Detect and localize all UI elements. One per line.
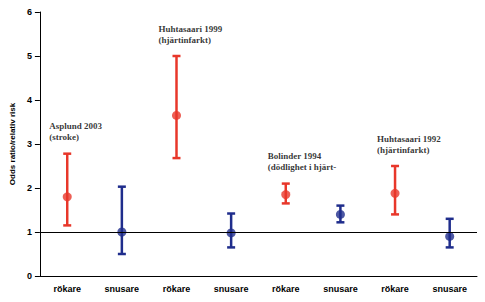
svg-text:4: 4 (27, 95, 32, 105)
svg-text:3: 3 (27, 139, 32, 149)
svg-text:Bolinder 1994: Bolinder 1994 (268, 151, 322, 161)
svg-text:snusare: snusare (323, 284, 358, 294)
svg-text:snusare: snusare (432, 284, 467, 294)
svg-text:6: 6 (27, 7, 32, 17)
svg-text:2: 2 (27, 183, 32, 193)
svg-text:snusare: snusare (214, 284, 249, 294)
svg-text:5: 5 (27, 51, 32, 61)
svg-text:0: 0 (27, 271, 32, 281)
svg-text:rökare: rökare (53, 284, 81, 294)
svg-text:rökare: rökare (163, 284, 191, 294)
svg-text:rökare: rökare (272, 284, 300, 294)
svg-text:1: 1 (27, 227, 32, 237)
svg-text:Huhtasaari 1992: Huhtasaari 1992 (377, 134, 441, 144)
svg-text:Huhtasaari 1999: Huhtasaari 1999 (158, 24, 222, 34)
svg-text:snusare: snusare (105, 284, 140, 294)
svg-text:Asplund 2003: Asplund 2003 (49, 121, 102, 131)
svg-text:(dödlighet i hjärt-: (dödlighet i hjärt- (268, 162, 337, 172)
svg-text:rökare: rökare (381, 284, 409, 294)
svg-text:(stroke): (stroke) (49, 132, 79, 142)
svg-text:Odds ratio/relativ risk: Odds ratio/relativ risk (8, 102, 17, 185)
svg-text:(hjärtinfarkt): (hjärtinfarkt) (158, 35, 211, 45)
svg-text:(hjärtinfarkt): (hjärtinfarkt) (377, 145, 430, 155)
